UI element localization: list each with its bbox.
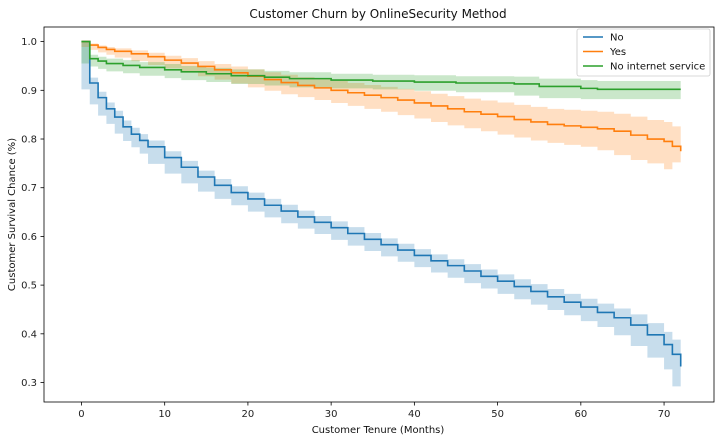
x-axis-ticks: 0 10 20 30 40 50 60 70 — [78, 402, 670, 420]
y-tick-label-0.3: 0.3 — [21, 378, 37, 389]
x-tick-label-40: 40 — [408, 409, 421, 420]
survival-line-no-internet-service — [81, 40, 681, 91]
x-tick-label-0: 0 — [78, 409, 84, 420]
ci-band-no — [81, 41, 681, 387]
survival-line-yes — [81, 40, 682, 152]
survival-lines — [81, 40, 682, 367]
x-tick-label-50: 50 — [491, 409, 504, 420]
chart-title: Customer Churn by OnlineSecurity Method — [249, 7, 506, 21]
y-tick-label-0.4: 0.4 — [21, 329, 37, 340]
y-tick-label-0.6: 0.6 — [21, 232, 37, 243]
legend-label-yes: Yes — [609, 47, 626, 58]
y-tick-label-0.7: 0.7 — [21, 183, 37, 194]
legend-label-no-internet-service: No internet service — [610, 62, 705, 73]
y-tick-label-0.8: 0.8 — [21, 135, 37, 146]
y-axis-ticks: 0.3 0.4 0.5 0.6 0.7 0.8 0.9 1.0 — [21, 37, 44, 389]
x-tick-label-10: 10 — [158, 409, 171, 420]
x-tick-label-20: 20 — [242, 409, 255, 420]
y-tick-label-1.0: 1.0 — [21, 37, 37, 48]
survival-line-no — [81, 40, 682, 367]
legend: No Yes No internet service — [576, 28, 711, 77]
x-tick-label-30: 30 — [325, 409, 338, 420]
plot-frame — [43, 26, 715, 403]
y-tick-label-0.9: 0.9 — [21, 86, 37, 97]
x-tick-label-70: 70 — [658, 409, 671, 420]
y-tick-label-0.5: 0.5 — [21, 281, 37, 292]
x-axis-label: Customer Tenure (Months) — [312, 425, 445, 436]
x-tick-label-60: 60 — [574, 409, 587, 420]
y-axis-label: Customer Survival Chance (%) — [7, 138, 18, 291]
legend-box — [576, 28, 711, 77]
legend-label-no: No — [610, 33, 624, 44]
